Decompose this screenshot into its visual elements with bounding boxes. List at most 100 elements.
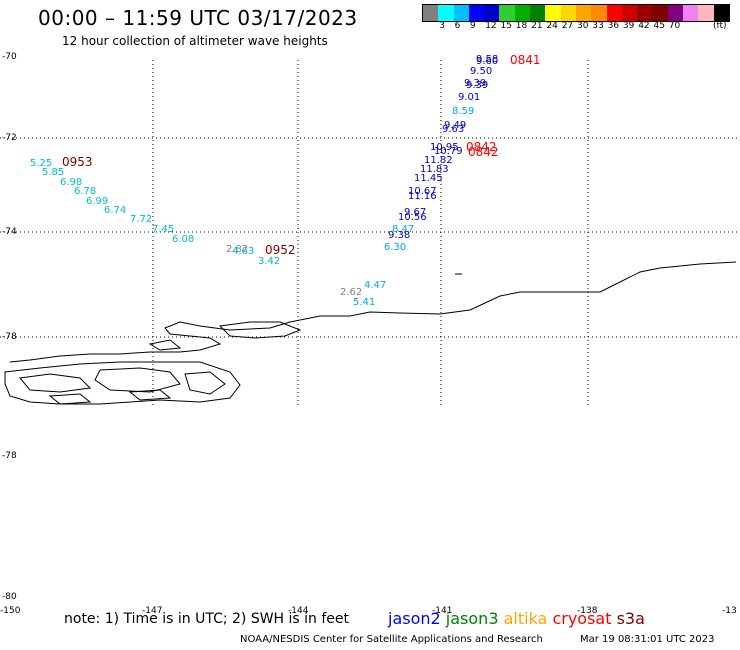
wave-height-value: 10.79 (434, 146, 463, 157)
legend-swatch (606, 5, 622, 21)
wave-height-value: 4.63 (232, 246, 254, 257)
legend-swatch (453, 5, 469, 21)
sat-jason3: jason3 (445, 609, 499, 628)
wave-height-value: 10.67 (408, 186, 437, 197)
wave-height-value: 9.39 (466, 80, 488, 91)
wave-height-value: 9.67 (404, 207, 426, 218)
lat-label: -72 (2, 133, 17, 143)
lon-label: -141 (432, 606, 453, 616)
wave-height-value: 6.74 (104, 205, 126, 216)
coastline (4, 261, 737, 405)
legend-swatch (484, 5, 500, 21)
wave-height-value: 10.95 (430, 142, 459, 153)
wave-height-labels: 9.589.609.509.399.399.018.599.499.6310.9… (30, 53, 541, 308)
satellite-legend: jason2 jason3 altika cryosat s3a (388, 609, 645, 628)
legend-label: 39 (622, 21, 635, 31)
legend-label: 24 (546, 21, 558, 31)
wave-height-value: 10.56 (398, 212, 427, 223)
lat-label: -70 (2, 52, 17, 62)
legend-label: 15 (500, 21, 512, 31)
credit-text: NOAA/NESDIS Center for Satellite Applica… (240, 634, 543, 645)
wave-height-value: 2.82 (226, 244, 248, 255)
pass-time-label: 0953 (62, 155, 93, 169)
legend-label: 27 (561, 21, 574, 31)
wave-height-value: 11.16 (408, 191, 437, 202)
wave-height-value: 8.59 (452, 106, 474, 117)
legend-label: 12 (485, 21, 497, 31)
sat-cryosat: cryosat (552, 609, 612, 628)
legend-swatch (621, 5, 638, 21)
wave-height-value: 9.38 (388, 230, 410, 241)
legend-label: 9 (469, 21, 476, 31)
wave-height-value: 5.85 (42, 167, 64, 178)
wave-height-value: 9.01 (458, 92, 480, 103)
note-text: note: 1) Time is in UTC; 2) SWH is in fe… (64, 611, 350, 627)
legend-label: 30 (577, 21, 589, 31)
legend-swatch (499, 5, 515, 21)
color-legend (422, 4, 730, 22)
lon-label: -138 (577, 606, 598, 616)
lat-label: -78 (2, 332, 17, 342)
wave-height-value: 6.98 (60, 177, 82, 188)
sat-altika: altika (503, 609, 548, 628)
lat-label: -80 (2, 592, 17, 602)
wave-height-value: 4.47 (364, 280, 386, 291)
lat-label: -74 (2, 227, 17, 237)
wave-height-value: 9.49 (444, 120, 466, 131)
wave-height-value: 8.47 (392, 224, 414, 235)
wave-height-value: 9.60 (476, 56, 498, 67)
lon-label: -144 (288, 606, 309, 616)
legend-swatch (560, 5, 576, 21)
legend-swatch (530, 5, 546, 21)
pass-time-label: 0842 (468, 145, 499, 159)
wave-height-value: 5.41 (353, 297, 375, 308)
legend-swatch (545, 5, 561, 21)
legend-swatch (575, 5, 592, 21)
map-subtitle: 12 hour collection of altimeter wave hei… (62, 34, 328, 48)
wave-height-value: 7.45 (152, 224, 174, 235)
wave-height-value: 6.08 (172, 234, 194, 245)
wave-height-value: 7.72 (130, 214, 152, 225)
legend-label: 18 (515, 21, 528, 31)
wave-height-value: 9.63 (442, 124, 464, 135)
wave-height-value: 6.78 (74, 186, 96, 197)
legend-label: 42 (638, 21, 650, 31)
wave-height-value: 2.62 (340, 287, 362, 298)
wave-height-value: 11.83 (420, 164, 449, 175)
wave-height-value: 6.30 (384, 242, 406, 253)
wave-height-value: 9.39 (464, 78, 486, 89)
map-title: 00:00 – 11:59 UTC 03/17/2023 (38, 6, 358, 30)
legend-label: 45 (653, 21, 665, 31)
legend-swatch (713, 5, 729, 21)
graticule (0, 60, 740, 405)
legend-label: 70 (668, 21, 681, 31)
wave-height-value: 9.58 (476, 54, 498, 65)
legend-label: 6 (454, 21, 461, 31)
pass-time-label: 0952 (265, 243, 296, 257)
timestamp: Mar 19 08:31:01 UTC 2023 (580, 634, 715, 645)
legend-unit: (ft) (713, 21, 727, 31)
pass-time-label: 0842 (466, 140, 497, 154)
sat-s3a: s3a (616, 609, 645, 628)
legend-swatch (698, 5, 714, 21)
sat-jason2: jason2 (388, 609, 441, 628)
legend-swatch (591, 5, 607, 21)
legend-swatch (652, 5, 668, 21)
legend-label: 3 (439, 21, 446, 31)
legend-label: 33 (592, 21, 604, 31)
wave-height-value: 11.45 (414, 173, 443, 184)
wave-height-value: 9.50 (470, 66, 492, 77)
lat-label: -78 (2, 451, 17, 461)
lon-label: -13 (722, 606, 737, 616)
lon-label: -147 (142, 606, 163, 616)
legend-swatch (667, 5, 684, 21)
legend-label: 36 (607, 21, 620, 31)
wave-height-value: 3.42 (258, 256, 280, 267)
wave-height-value: 11.82 (424, 155, 453, 166)
lon-label: -150 (0, 606, 21, 616)
legend-label: 21 (531, 21, 543, 31)
legend-swatch (683, 5, 699, 21)
legend-swatch (468, 5, 485, 21)
